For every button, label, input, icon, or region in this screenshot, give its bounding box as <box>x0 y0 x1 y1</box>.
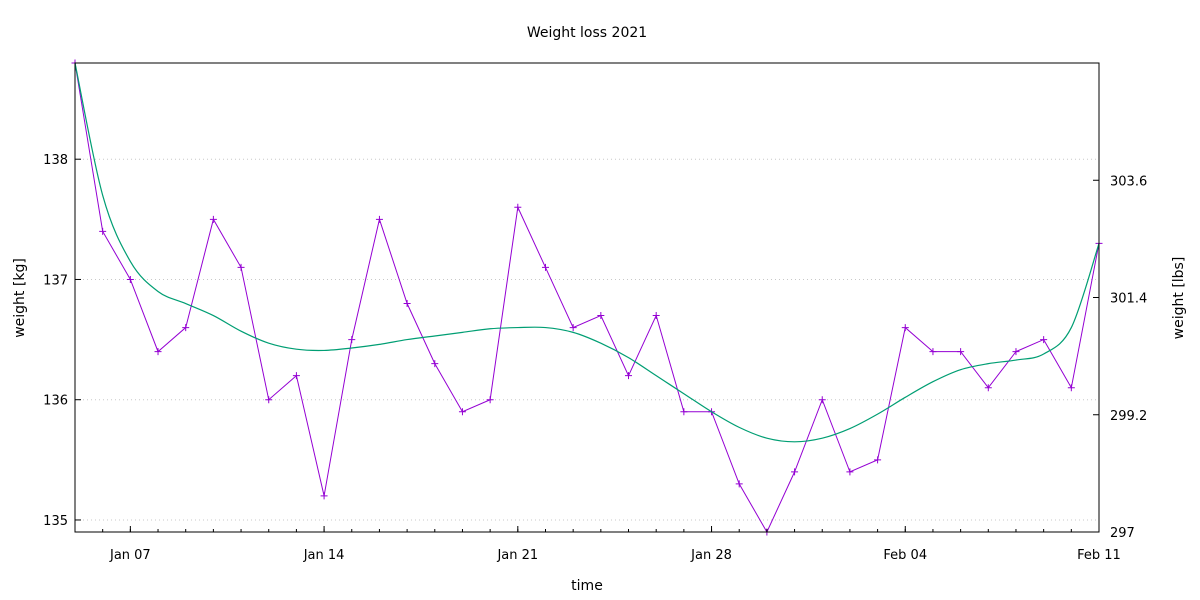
y2-tick-label: 299.2 <box>1110 409 1147 424</box>
data-point-marker <box>957 348 965 356</box>
data-point-marker <box>431 360 439 368</box>
x-tick-label: Feb 04 <box>883 548 927 563</box>
plot-frame <box>74 62 1100 533</box>
data-point-marker <box>569 324 577 332</box>
data-point-marker <box>126 275 134 283</box>
data-point-marker <box>1067 384 1075 392</box>
data-point-marker <box>735 480 743 488</box>
y2-tick-label: 301.4 <box>1110 292 1147 307</box>
x-tick-label: Jan 07 <box>109 548 151 563</box>
data-point-marker <box>265 396 273 404</box>
data-point-marker <box>1040 336 1048 344</box>
y-axis-label: weight [kg] <box>12 258 28 338</box>
data-point-marker <box>154 348 162 356</box>
data-point-marker <box>320 492 328 500</box>
data-point-marker <box>99 227 107 235</box>
tick-marks <box>75 158 1100 533</box>
data-point-marker <box>182 324 190 332</box>
weight-series-line <box>74 62 1100 534</box>
data-point-marker <box>375 215 383 223</box>
data-point-marker <box>625 372 633 380</box>
y2-tick-label: 303.6 <box>1110 174 1147 189</box>
grid-lines <box>75 158 1099 521</box>
data-point-marker <box>541 263 549 271</box>
x-tick-label: Jan 21 <box>496 548 538 563</box>
data-point-marker <box>652 312 660 320</box>
y-tick-label: 137 <box>43 273 68 288</box>
data-point-marker <box>680 408 688 416</box>
y2-tick-label: 297 <box>1110 526 1135 541</box>
chart-title: Weight loss 2021 <box>527 25 647 41</box>
x-axis-label: time <box>571 578 603 594</box>
data-point-marker <box>403 300 411 308</box>
data-point-marker <box>874 456 882 464</box>
data-point-marker <box>292 372 300 380</box>
x-tick-label: Jan 14 <box>303 548 345 563</box>
data-point-marker <box>597 312 605 320</box>
data-point-marker <box>209 215 217 223</box>
data-point-marker <box>984 384 992 392</box>
data-point-marker <box>1012 348 1020 356</box>
tick-labels: 135 136 137 138 297 299.2 301.4 303.6 Jan 07 Jan … <box>43 153 1147 563</box>
data-point-marker <box>348 336 356 344</box>
data-point-marker <box>818 396 826 404</box>
data-point-marker <box>486 396 494 404</box>
data-point-marker <box>846 468 854 476</box>
y-tick-label: 138 <box>43 153 68 168</box>
y-tick-label: 135 <box>43 514 68 529</box>
data-point-marker <box>901 324 909 332</box>
x-tick-label: Jan 28 <box>690 548 732 563</box>
data-point-marker <box>791 468 799 476</box>
y-tick-label: 136 <box>43 394 68 409</box>
data-point-marker <box>237 263 245 271</box>
data-point-marker <box>458 408 466 416</box>
x-tick-label: Feb 11 <box>1077 548 1121 563</box>
series-layer <box>71 59 1103 536</box>
data-point-marker <box>929 348 937 356</box>
smooth-trend-line <box>74 62 1100 443</box>
y2-axis-label: weight [lbs] <box>1171 257 1187 340</box>
data-point-marker <box>514 203 522 211</box>
